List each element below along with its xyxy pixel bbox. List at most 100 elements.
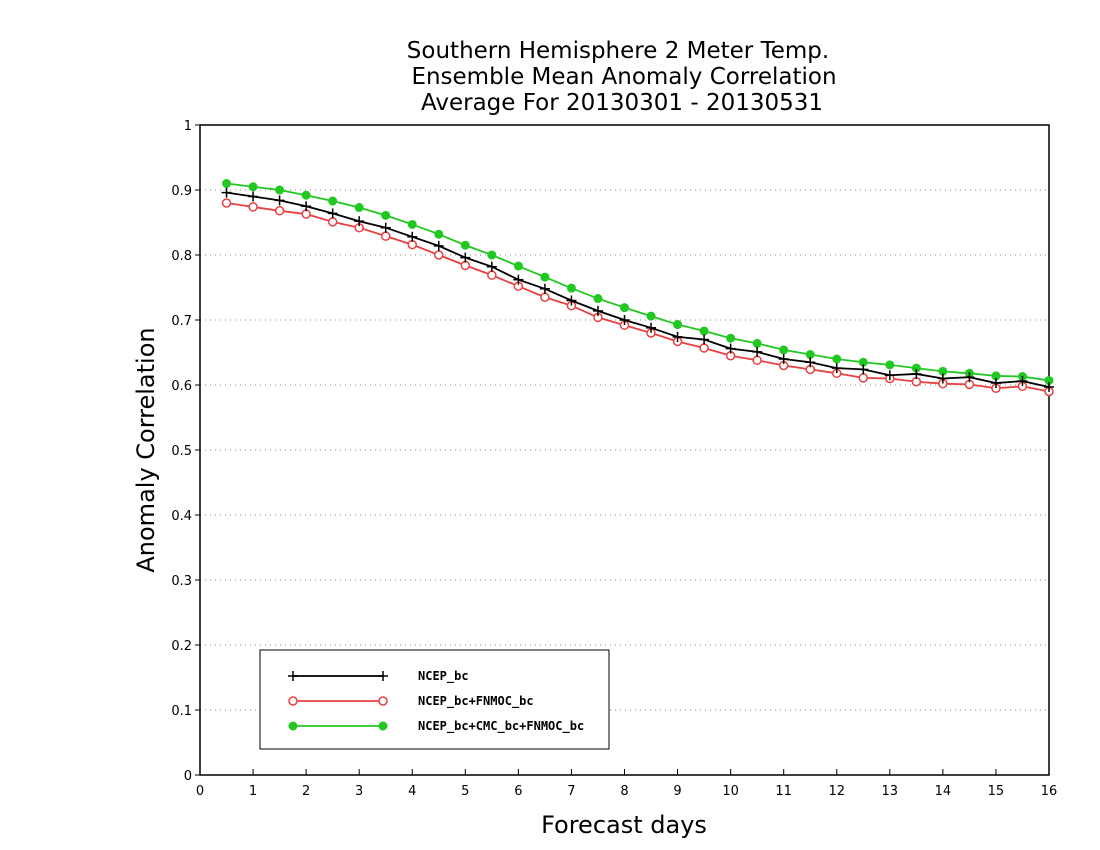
x-tick-label: 0	[196, 784, 204, 799]
x-tick-label: 11	[775, 784, 792, 799]
data-point	[513, 261, 523, 271]
x-tick-label: 2	[302, 784, 310, 799]
data-point	[778, 354, 789, 364]
legend-entry: NCEP_bc+CMC_bc+FNMOC_bc	[288, 719, 584, 734]
data-point	[699, 343, 709, 353]
x-tick-label: 3	[355, 784, 363, 799]
data-point	[487, 270, 497, 280]
series-line	[226, 191, 1050, 388]
data-point	[646, 322, 657, 333]
y-tick-label: 1	[184, 119, 192, 134]
chart-title: Southern Hemisphere 2 Meter Temp. Ensemb…	[407, 38, 837, 116]
data-point	[248, 191, 259, 202]
data-point	[274, 195, 285, 206]
data-point	[832, 354, 842, 364]
data-point	[752, 346, 763, 357]
x-tick-label: 16	[1041, 784, 1058, 799]
legend-label: NCEP_bc	[418, 669, 469, 684]
series-lines	[221, 179, 1054, 397]
series-line	[226, 182, 1050, 382]
data-point	[460, 240, 470, 250]
data-point	[221, 187, 232, 198]
legend-marker	[378, 696, 388, 706]
title-line-3: Average For 20130301 - 20130531	[421, 90, 823, 116]
data-point	[221, 198, 232, 208]
data-point	[858, 373, 869, 383]
x-tick-label: 1	[249, 784, 257, 799]
data-point	[222, 179, 232, 188]
data-point	[885, 360, 895, 370]
data-point	[539, 283, 550, 294]
data-point	[884, 370, 895, 381]
x-tick-label: 14	[935, 784, 952, 799]
data-point	[434, 229, 444, 239]
data-point	[380, 231, 391, 241]
data-point	[275, 185, 285, 195]
data-point	[460, 252, 471, 263]
legend-label: NCEP_bc+CMC_bc+FNMOC_bc	[418, 719, 584, 734]
x-tick-label: 6	[514, 784, 522, 799]
data-point	[672, 331, 683, 342]
x-axis-label: Forecast days	[541, 811, 707, 839]
data-point	[380, 222, 391, 233]
data-point	[592, 305, 603, 316]
data-point	[1017, 376, 1028, 387]
x-tick-label: 13	[882, 784, 899, 799]
data-point	[566, 283, 576, 293]
legend-label: NCEP_bc+FNMOC_bc	[418, 694, 534, 709]
data-point	[381, 210, 391, 220]
y-tick-label: 0.5	[171, 444, 192, 459]
data-point	[486, 261, 497, 272]
data-point	[620, 303, 629, 313]
data-point	[725, 343, 736, 354]
series-NCEP_bc+FNMOC_bc	[221, 198, 1054, 397]
x-tick-label: 10	[722, 784, 739, 799]
data-point	[248, 182, 258, 192]
series-line	[226, 202, 1050, 393]
data-point	[327, 217, 338, 227]
legend-marker	[288, 696, 298, 706]
data-point	[433, 240, 444, 251]
data-point	[1044, 381, 1054, 392]
x-tick-label: 4	[408, 784, 416, 799]
data-point	[619, 315, 630, 325]
data-point	[990, 378, 1001, 389]
y-tick-label: 0.6	[171, 379, 192, 394]
y-tick-label: 0.2	[171, 639, 192, 654]
data-point	[593, 294, 603, 304]
data-point	[248, 202, 258, 212]
x-tick-label: 15	[988, 784, 1005, 799]
y-tick-label: 0.3	[171, 574, 192, 589]
data-point	[964, 372, 975, 383]
y-axis-label: Anomaly Correlation	[132, 327, 160, 572]
data-point	[699, 326, 709, 336]
x-tick-label: 12	[828, 784, 845, 799]
y-tick-label: 0.8	[171, 249, 192, 264]
series-NCEP_bc+CMC_bc+FNMOC_bc	[222, 179, 1054, 385]
data-point	[858, 364, 869, 375]
x-tick-label: 8	[620, 784, 628, 799]
data-point	[566, 295, 577, 306]
legend-marker	[288, 721, 298, 731]
legend-entry: NCEP_bc+FNMOC_bc	[288, 694, 534, 709]
data-point	[805, 357, 816, 368]
y-tick-label: 0.4	[171, 509, 192, 524]
x-tick-label: 9	[673, 784, 681, 799]
x-tick-label: 5	[461, 784, 469, 799]
data-point	[937, 373, 948, 384]
legend-entry: NCEP_bc	[288, 669, 469, 684]
grid-lines	[200, 189, 1049, 711]
data-point	[699, 334, 710, 345]
data-point	[540, 272, 550, 282]
data-point	[487, 250, 497, 260]
data-point	[752, 338, 762, 348]
axis-ticks: 00.10.20.30.40.50.60.70.80.910 1 2 3 4 5 6 7 8 9 1…	[171, 119, 1057, 799]
data-point	[513, 274, 524, 285]
title-line-2: Ensemble Mean Anomaly Correlation	[411, 64, 836, 90]
data-point	[752, 355, 762, 366]
y-tick-label: 0.1	[171, 704, 192, 719]
data-point	[407, 219, 417, 229]
data-point	[274, 206, 285, 216]
legend-marker	[378, 721, 388, 731]
